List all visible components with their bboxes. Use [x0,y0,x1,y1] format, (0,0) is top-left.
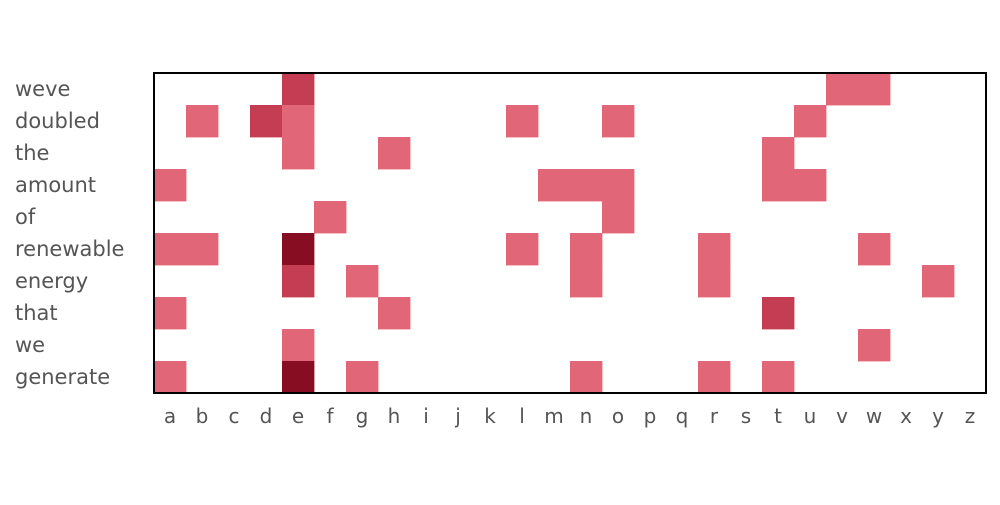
heatmap-cell-energy-n [570,265,603,298]
heatmap-cell-amount-m [538,169,571,202]
heatmap-cell-of-f [314,201,347,234]
heatmap-cell-renewable-l [506,233,539,266]
x-tick-label-x: x [900,404,912,428]
x-tick-label-o: o [612,404,624,428]
x-tick-label-j: j [454,404,461,428]
x-tick-label-e: e [292,404,304,428]
x-tick-label-u: u [804,404,817,428]
heatmap-cell-renewable-w [858,233,891,266]
heatmap-cell-renewable-b [186,233,219,266]
y-tick-label-the: the [15,141,49,165]
heatmap-cell-renewable-r [698,233,731,266]
x-tick-label-w: w [866,404,882,428]
x-tick-label-m: m [544,404,563,428]
x-tick-label-f: f [326,404,334,428]
x-tick-label-g: g [356,404,369,428]
y-tick-label-of: of [15,205,36,229]
x-tick-label-h: h [388,404,401,428]
heatmap-cell-that-t [762,297,795,330]
heatmap-cell-weve-e [282,73,315,106]
x-tick-label-q: q [676,404,689,428]
heatmap-cell-amount-o [602,169,635,202]
heatmap-cell-generate-e [282,361,315,394]
heatmap-cell-energy-y [922,265,955,298]
heatmap-cell-generate-g [346,361,379,394]
heatmap-cell-doubled-e [282,105,315,138]
x-tick-label-v: v [836,404,848,428]
x-tick-label-r: r [710,404,719,428]
x-tick-label-t: t [774,404,782,428]
heatmap-cell-energy-r [698,265,731,298]
plot-border [153,72,987,394]
y-tick-label-generate: generate [15,365,110,389]
heatmap-cell-doubled-l [506,105,539,138]
x-tick-label-k: k [484,404,496,428]
x-tick-label-l: l [519,404,525,428]
heatmap-cell-the-h [378,137,411,170]
heatmap-cell-renewable-a [154,233,187,266]
x-tick-label-d: d [260,404,273,428]
y-tick-label-weve: weve [15,77,70,101]
y-tick-label-amount: amount [15,173,96,197]
y-tick-label-renewable: renewable [15,237,124,261]
heatmap-cell-generate-t [762,361,795,394]
heatmap-cell-generate-r [698,361,731,394]
x-tick-label-y: y [932,404,944,428]
x-tick-label-a: a [164,404,176,428]
x-tick-label-p: p [644,404,657,428]
heatmap-cell-amount-a [154,169,187,202]
heatmap-cell-generate-n [570,361,603,394]
heatmap-cells [154,73,955,394]
heatmap-cell-generate-a [154,361,187,394]
heatmap-cell-doubled-d [250,105,283,138]
heatmap-cell-weve-v [826,73,859,106]
heatmap-cell-renewable-e [282,233,315,266]
heatmap-cell-amount-t [762,169,795,202]
heatmap-cell-doubled-o [602,105,635,138]
heatmap-cell-of-o [602,201,635,234]
heatmap-cell-we-e [282,329,315,362]
heatmap-cell-amount-u [794,169,827,202]
x-tick-label-n: n [580,404,593,428]
x-tick-label-c: c [229,404,240,428]
heatmap-cell-doubled-u [794,105,827,138]
x-tick-label-i: i [423,404,429,428]
heatmap-cell-weve-w [858,73,891,106]
heatmap-cell-doubled-b [186,105,219,138]
x-tick-label-s: s [741,404,751,428]
y-tick-label-we: we [15,333,45,357]
heatmap-cell-that-a [154,297,187,330]
heatmap-cell-renewable-n [570,233,603,266]
heatmap-cell-the-t [762,137,795,170]
y-tick-label-doubled: doubled [15,109,100,133]
heatmap-cell-amount-n [570,169,603,202]
heatmap-cell-that-h [378,297,411,330]
heatmap-cell-the-e [282,137,315,170]
x-tick-label-z: z [965,404,976,428]
y-tick-label-that: that [15,301,58,325]
heatmap-cell-energy-g [346,265,379,298]
heatmap-cell-energy-e [282,265,315,298]
y-tick-label-energy: energy [15,269,88,293]
x-tick-label-b: b [196,404,209,428]
heatmap-cell-we-w [858,329,891,362]
